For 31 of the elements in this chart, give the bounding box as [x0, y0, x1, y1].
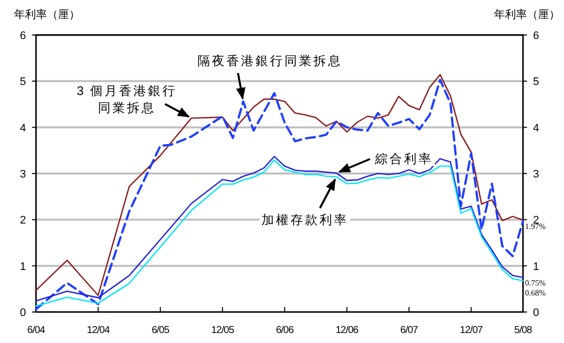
- y-axis-title: 年利率（厘）: [14, 8, 80, 21]
- y2-tick-label: 3: [533, 168, 540, 180]
- x-tick-label: 12/06: [336, 325, 360, 336]
- y-tick-label: 1: [20, 260, 26, 273]
- x-tick-label: 6/04: [27, 325, 46, 336]
- annotation: 綜合利率: [374, 151, 433, 166]
- data-label: 1.97%: [525, 222, 546, 232]
- x-tick-label: 6/07: [400, 325, 419, 336]
- y-tick-label: 4: [20, 122, 26, 134]
- x-tick-label: 12/05: [211, 325, 235, 336]
- x-tick-label: 6/05: [152, 325, 170, 336]
- x-tick-label: 12/04: [86, 325, 110, 336]
- y2-tick-label: 6: [533, 30, 540, 42]
- y2-tick-label: 0: [533, 307, 540, 319]
- annotation: 3 個月香港銀行同業拆息: [76, 84, 178, 115]
- y2-tick-label: 4: [533, 122, 540, 134]
- y2-axis-title: 年利率（厘）: [494, 8, 560, 21]
- x-tick-label: 5/08: [514, 325, 533, 336]
- y-tick-label: 5: [20, 76, 26, 88]
- y2-tick-label: 1: [533, 260, 540, 273]
- x-tick-label: 12/07: [460, 325, 484, 336]
- y2-tick-label: 5: [533, 76, 540, 88]
- data-label: 0.68%: [525, 288, 546, 298]
- y-tick-label: 6: [20, 30, 26, 42]
- annotation: 隔夜香港銀行同業拆息: [198, 53, 342, 68]
- data-label: 0.75%: [525, 278, 546, 288]
- x-tick-label: 6/06: [276, 325, 294, 336]
- annotation: 加權存款利率: [262, 212, 348, 227]
- y-tick-label: 0: [20, 307, 26, 319]
- y-tick-label: 2: [20, 214, 26, 227]
- y-tick-label: 3: [20, 168, 26, 180]
